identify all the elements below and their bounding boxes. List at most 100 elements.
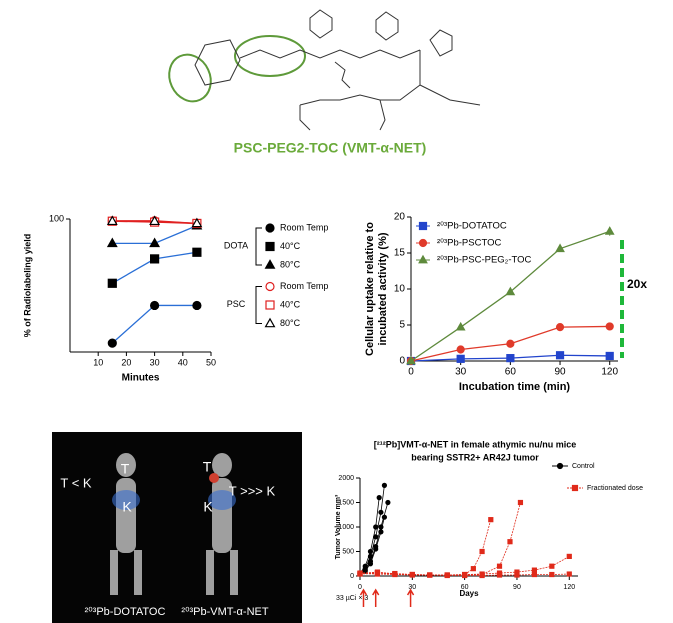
marker — [362, 568, 368, 574]
x-axis-label: Incubation time (min) — [459, 381, 571, 393]
x-tick-label: 120 — [601, 367, 618, 378]
marker — [378, 509, 384, 515]
dose-arrow — [406, 588, 415, 607]
x-tick-label: 10 — [93, 357, 103, 367]
marker — [605, 351, 614, 361]
legend-label: 40°C — [280, 299, 301, 309]
marker — [150, 300, 160, 311]
legend-marker — [265, 241, 275, 252]
marker — [107, 338, 117, 348]
y-tick-label: 20 — [394, 212, 406, 223]
y-tick-label: 10 — [394, 284, 406, 295]
legend-marker — [571, 484, 579, 492]
y-tick-label: 0 — [350, 573, 354, 580]
x-tick-label: 30 — [455, 367, 467, 378]
marker — [496, 563, 503, 569]
image-label: K — [122, 499, 132, 515]
marker — [555, 323, 565, 332]
legend-label: Room Temp — [280, 281, 328, 291]
image-label: T >>> K — [229, 483, 276, 498]
marker — [149, 215, 161, 226]
image-caption: ²⁰³Pb-DOTATOC — [85, 606, 166, 618]
marker — [496, 572, 503, 578]
marker — [106, 237, 118, 248]
legend-label: ²⁰³Pb-DOTATOC — [437, 221, 507, 232]
marker — [367, 561, 374, 567]
legend-marker — [264, 259, 276, 269]
marker — [192, 247, 202, 257]
legend-marker — [265, 281, 275, 292]
molecule-title: PSC-PEG2-TOC (VMT-α-NET) — [234, 140, 427, 156]
marker — [507, 539, 513, 545]
x-tick-label: 0 — [408, 367, 414, 378]
legend-marker — [265, 223, 275, 233]
marker — [385, 499, 391, 506]
x-tick-label: 50 — [206, 357, 216, 367]
x-tick-label: 90 — [554, 367, 566, 378]
legend-marker — [418, 221, 428, 231]
marker — [462, 572, 468, 579]
legend-group: PSC — [227, 299, 246, 309]
marker — [367, 548, 374, 555]
marker — [149, 237, 161, 248]
marker — [549, 563, 555, 569]
legend-group: DOTA — [224, 240, 248, 250]
y-tick-label: 5 — [399, 320, 405, 331]
marker — [470, 566, 476, 572]
x-tick-label: 30 — [150, 357, 160, 367]
legend-label: 80°C — [280, 259, 301, 269]
marker — [392, 571, 398, 578]
y-axis-label: % of Radiolabeling yield — [22, 234, 32, 338]
y-tick-label: 15 — [394, 248, 406, 259]
legend-marker — [265, 300, 275, 310]
marker — [373, 524, 379, 530]
marker — [566, 571, 572, 577]
legend-marker — [556, 462, 564, 470]
y-tick-label: 1500 — [338, 499, 354, 506]
image-label: T — [203, 459, 212, 475]
marker — [376, 495, 382, 501]
marker — [514, 572, 520, 578]
y-axis-label: incubated activity (%) — [377, 232, 389, 345]
chart-title: bearing SSTR2+ AR42J tumor — [411, 452, 539, 462]
y-tick-label: 100 — [49, 213, 64, 223]
x-axis-label: Days — [459, 589, 479, 598]
legend-bracket — [255, 286, 262, 324]
marker — [192, 300, 202, 311]
marker — [455, 321, 466, 331]
marker — [357, 570, 363, 577]
legend-label: Fractionated dose — [587, 485, 643, 492]
annotation: 33 µCi × 3 — [336, 595, 368, 602]
marker — [566, 553, 572, 560]
marker — [549, 571, 555, 578]
x-tick-label: 60 — [505, 367, 517, 378]
legend-marker — [264, 317, 276, 328]
y-axis-label: Tumor Volume mm³ — [335, 494, 342, 559]
marker — [150, 254, 160, 264]
marker — [531, 567, 538, 573]
series-line — [359, 502, 521, 576]
marker — [506, 339, 515, 348]
y-axis-label: Cellular uptake relative to — [364, 222, 376, 356]
marker — [456, 345, 465, 354]
legend-bracket — [255, 227, 262, 266]
marker — [378, 529, 384, 535]
marker — [406, 355, 416, 365]
image-label: T < K — [60, 475, 92, 490]
annotation: 20x — [627, 277, 647, 291]
marker — [456, 354, 465, 363]
marker — [381, 482, 388, 488]
dose-arrow — [359, 588, 368, 607]
x-axis-label: Minutes — [122, 373, 160, 384]
marker — [604, 226, 615, 235]
marker — [444, 572, 450, 579]
image-label: K — [203, 499, 213, 515]
marker — [409, 572, 415, 578]
marker — [555, 243, 565, 253]
legend-label: ²⁰³Pb-PSC-PEG₂-TOC — [437, 255, 532, 266]
dose-arrow — [372, 588, 380, 607]
marker — [362, 563, 368, 569]
x-tick-label: 60 — [461, 584, 469, 591]
y-tick-label: 1000 — [338, 524, 354, 531]
